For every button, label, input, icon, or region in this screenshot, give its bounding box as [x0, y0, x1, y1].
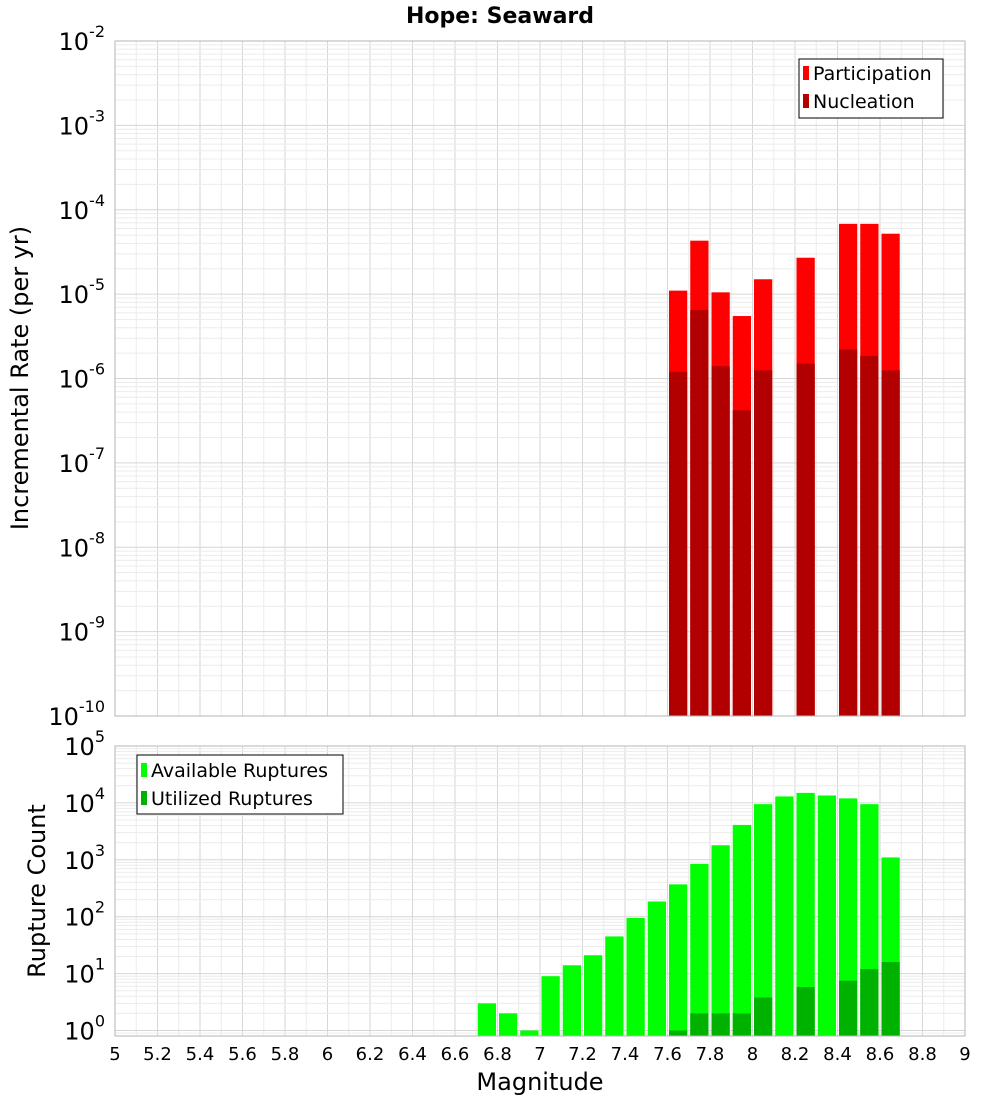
top-bars: [669, 223, 900, 717]
top-y-tick-label: 10-8: [59, 528, 106, 562]
x-axis-label: Magnitude: [476, 1068, 603, 1096]
available-ruptures-bar: [796, 792, 815, 1036]
bottom-y-tick-label: 102: [64, 898, 105, 932]
top-y-tick-label: 10-6: [59, 360, 106, 394]
available-ruptures-bar: [520, 1030, 539, 1036]
available-ruptures-bar: [541, 976, 560, 1036]
x-tick-label: 7.4: [611, 1044, 640, 1065]
legend-label-nucleation: Nucleation: [813, 91, 915, 113]
nucleation-bar: [711, 366, 730, 716]
utilized-ruptures-bar: [796, 987, 815, 1036]
available-ruptures-bar: [711, 845, 730, 1036]
legend-swatch-participation: [803, 66, 809, 80]
utilized-ruptures-bar: [690, 1013, 709, 1036]
x-tick-label: 8.6: [866, 1044, 895, 1065]
top-y-tick-label: 10-4: [59, 191, 106, 225]
nucleation-bar: [732, 410, 751, 716]
bottom-y-axis-label: Rupture Count: [23, 804, 51, 978]
utilized-ruptures-bar: [860, 969, 879, 1036]
utilized-ruptures-bar: [839, 980, 858, 1036]
available-ruptures-bar: [754, 804, 773, 1036]
bottom-y-tick-label: 100: [64, 1011, 105, 1045]
legend-swatch-nucleation: [803, 94, 809, 108]
available-ruptures-bar: [499, 1013, 518, 1036]
chart-title: Hope: Seaward: [406, 4, 594, 29]
bottom-y-tick-label: 105: [64, 727, 105, 761]
x-tick-label: 8.8: [908, 1044, 937, 1065]
bottom-legend-box: [136, 754, 344, 815]
bottom-bars: [477, 792, 900, 1036]
top-plot-frame: [114, 40, 966, 717]
x-tick-label: 7.8: [696, 1044, 725, 1065]
bottom-y-tick-label: 103: [64, 841, 105, 875]
utilized-ruptures-bar: [732, 1013, 751, 1036]
x-tick-label: 6.6: [441, 1044, 470, 1065]
nucleation-bar: [860, 355, 879, 716]
nucleation-bar: [754, 370, 773, 716]
utilized-ruptures-bar: [669, 1030, 688, 1036]
utilized-ruptures-bar: [754, 997, 773, 1036]
x-tick-label: 9: [959, 1044, 970, 1065]
bottom-plot-frame: [114, 745, 966, 1037]
available-ruptures-bar: [584, 955, 603, 1036]
available-ruptures-bar: [477, 1003, 496, 1036]
x-tick-label: 5.2: [143, 1044, 172, 1065]
legend-swatch-available-ruptures: [141, 763, 147, 777]
available-ruptures-bar: [732, 824, 751, 1036]
x-tick-label: 8.2: [781, 1044, 810, 1065]
x-tick-label: 8.4: [823, 1044, 852, 1065]
legend-label-participation: Participation: [813, 63, 932, 85]
utilized-ruptures-bar: [881, 961, 900, 1036]
nucleation-bar: [796, 363, 815, 716]
top-y-tick-label: 10-2: [59, 22, 106, 56]
top-y-tick-label: 10-3: [59, 106, 106, 140]
utilized-ruptures-bar: [711, 1013, 730, 1036]
x-tick-label: 5.6: [228, 1044, 257, 1065]
bottom-y-ticks: 100 101 102 103 104 105: [64, 727, 105, 1045]
bottom-y-tick-label: 104: [64, 784, 105, 818]
legend-label-utilized-ruptures: Utilized Ruptures: [151, 788, 313, 810]
bottom-legend: Available Ruptures Utilized Ruptures: [136, 754, 344, 815]
nucleation-bar: [690, 309, 709, 716]
top-y-tick-label: 10-9: [59, 613, 106, 647]
top-y-tick-label: 10-5: [59, 275, 106, 309]
available-ruptures-bar: [562, 965, 581, 1036]
x-tick-label: 5: [109, 1044, 120, 1065]
participation-plot: 10-10 10-9 10-8 10-7 10-6 10-5 10-4 10-3 10-2 In…: [6, 22, 966, 731]
top-legend-box: [798, 58, 944, 119]
available-ruptures-bar: [817, 795, 836, 1036]
x-tick-label: 6: [322, 1044, 333, 1065]
available-ruptures-bar: [775, 796, 794, 1036]
bottom-x-ticks: 5 5.2 5.4 5.6 5.8 6 6.2 6.4 6.6 6.8 7 7.2 7.4 7.6 7.8 8…: [109, 1044, 970, 1065]
nucleation-bar: [669, 371, 688, 716]
top-y-ticks: 10-10 10-9 10-8 10-7 10-6 10-5 10-4 10-3 10-2: [48, 22, 105, 731]
x-tick-label: 5.8: [271, 1044, 300, 1065]
x-tick-label: 6.8: [483, 1044, 512, 1065]
available-ruptures-bar: [669, 884, 688, 1036]
available-ruptures-bar: [647, 901, 666, 1036]
legend-label-available-ruptures: Available Ruptures: [151, 760, 328, 782]
available-ruptures-bar: [690, 863, 709, 1036]
top-y-tick-label: 10-10: [48, 697, 105, 731]
x-tick-label: 8: [747, 1044, 758, 1065]
top-legend: Participation Nucleation: [798, 58, 944, 119]
rupture-count-plot: 100 101 102 103 104 105 5 5.2 5.4 5.6 5.8 6 6.2 6.4 6…: [23, 727, 971, 1096]
available-ruptures-bar: [605, 936, 624, 1036]
bottom-y-tick-label: 101: [64, 955, 105, 989]
x-tick-label: 7.6: [653, 1044, 682, 1065]
nucleation-bar: [839, 349, 858, 716]
x-tick-label: 7.2: [568, 1044, 597, 1065]
x-tick-label: 6.4: [398, 1044, 427, 1065]
x-tick-label: 7: [534, 1044, 545, 1065]
available-ruptures-bar: [839, 798, 858, 1036]
top-grid: [114, 40, 966, 717]
top-y-axis-label: Incremental Rate (per yr): [6, 226, 34, 530]
nucleation-bar: [881, 370, 900, 716]
x-tick-label: 6.2: [356, 1044, 385, 1065]
top-y-tick-label: 10-7: [59, 444, 106, 478]
legend-swatch-utilized-ruptures: [141, 791, 147, 805]
available-ruptures-bar: [626, 917, 645, 1036]
x-tick-label: 5.4: [186, 1044, 215, 1065]
